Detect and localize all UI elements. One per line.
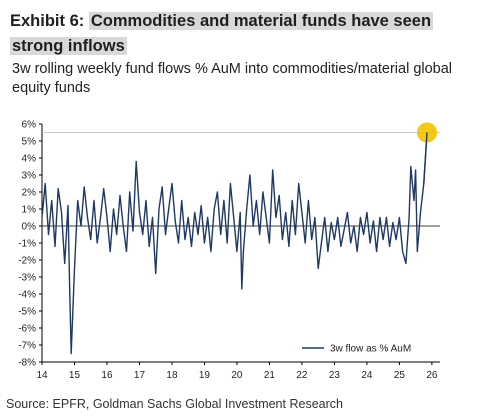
x-tick-label: 20 <box>231 370 243 381</box>
flow-line-chart: 6% 5% 4% 3% 2% 1% 0% -1% -2% -3% -4% -5% -6% -7% -8%14… <box>18 120 440 382</box>
y-tick-label: 5% <box>22 137 37 148</box>
y-tick-label: 3% <box>22 171 37 182</box>
x-tick-label: 15 <box>69 370 81 381</box>
exhibit-title-highlight: Commodities and material funds have seen <box>88 12 434 30</box>
chart-series <box>41 122 440 355</box>
x-tick-label: 16 <box>101 370 113 381</box>
y-tick-label: -1% <box>18 239 36 250</box>
flow-series-tail <box>423 132 428 184</box>
latest-value-marker <box>417 122 438 143</box>
chart-ticks: 6% 5% 4% 3% 2% 1% 0% -1% -2% -3% -4% -5% -6% -7% -8%14… <box>18 120 438 382</box>
x-tick-label: 22 <box>296 370 308 381</box>
exhibit-title-highlight-2: strong inflows <box>10 37 127 55</box>
source-note: Source: EPFR, Goldman Sachs Global Inves… <box>6 397 343 411</box>
y-tick-label: -7% <box>18 341 36 352</box>
x-tick-label: 17 <box>134 370 146 381</box>
x-tick-label: 26 <box>426 370 438 381</box>
x-tick-label: 24 <box>361 370 373 381</box>
y-tick-label: -5% <box>18 307 36 318</box>
x-tick-label: 23 <box>329 370 341 381</box>
y-tick-label: -6% <box>18 324 36 335</box>
y-tick-label: 1% <box>22 205 37 216</box>
exhibit-label: Exhibit 6: <box>10 12 85 30</box>
x-tick-label: 14 <box>36 370 48 381</box>
y-tick-label: 0% <box>22 222 37 233</box>
y-tick-label: -8% <box>18 358 36 369</box>
y-tick-label: 6% <box>22 120 37 131</box>
x-tick-label: 21 <box>264 370 276 381</box>
flow-series-line <box>41 132 428 355</box>
x-tick-label: 25 <box>394 370 406 381</box>
chart-subtitle: 3w rolling weekly fund flows % AuM into … <box>12 61 453 96</box>
exhibit-title-line-2: strong inflows <box>10 35 127 57</box>
exhibit-title-line-1: Exhibit 6: Commodities and material fund… <box>10 10 434 32</box>
y-tick-label: -2% <box>18 256 36 267</box>
x-tick-label: 18 <box>166 370 178 381</box>
y-tick-label: -4% <box>18 290 36 301</box>
chart-legend: 3w flow as % AuM <box>302 344 411 355</box>
y-tick-label: 4% <box>22 154 37 165</box>
y-tick-label: -3% <box>18 273 36 284</box>
x-tick-label: 19 <box>199 370 211 381</box>
y-tick-label: 2% <box>22 188 37 199</box>
legend-label: 3w flow as % AuM <box>330 344 411 355</box>
